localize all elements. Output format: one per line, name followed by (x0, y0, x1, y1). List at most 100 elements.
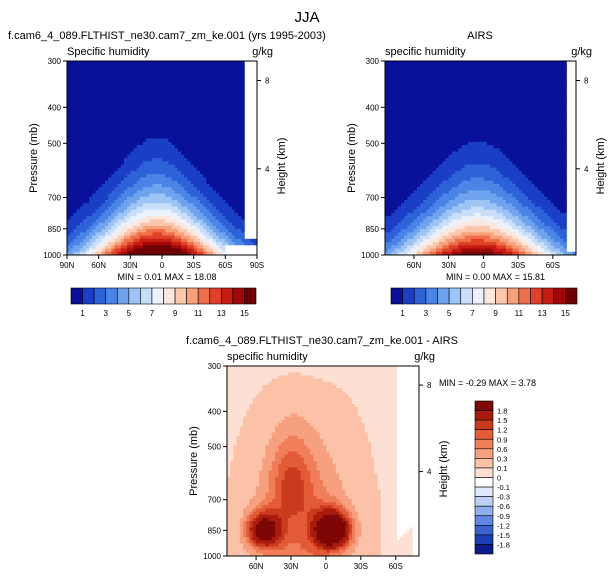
y-tick-label: 500 (48, 139, 62, 148)
colorbar-swatch (390, 287, 403, 305)
colorbar-swatch (472, 287, 485, 305)
colorbar-tick-label: -0.3 (497, 493, 510, 502)
colorbar-tick-label: 5 (127, 309, 132, 318)
colorbar-swatch (474, 438, 494, 450)
colorbar-tick-label: 1 (80, 309, 85, 318)
colorbar-swatch (474, 505, 494, 517)
colorbar-swatch (565, 287, 578, 305)
y-axis-title-right: Height (km) (438, 441, 450, 498)
x-tick-label: 60S (546, 261, 560, 270)
height-tick-label: 4 (584, 165, 589, 174)
y-tick-label: 700 (208, 496, 222, 505)
x-tick-label: 90N (60, 261, 75, 270)
colorbar-tick-label: 15 (240, 309, 249, 318)
colorbar-swatch (474, 486, 494, 497)
y-tick-label: 300 (48, 57, 62, 66)
panel-3: f.cam6_4_089.FLTHIST_ne30.cam7_zm_ke.001… (186, 335, 536, 571)
colorbar-swatch (474, 410, 494, 421)
units-label: g/kg (571, 46, 592, 58)
page-title: JJA (294, 9, 319, 26)
colorbar-tick-label: 9 (173, 309, 178, 318)
colorbar-tick-label: 15 (561, 309, 570, 318)
colorbar-tick-label: 0.1 (497, 464, 507, 473)
colorbar-swatch (460, 287, 473, 305)
colorbar-swatch (474, 525, 494, 536)
colorbar-tick-label: 11 (194, 309, 203, 318)
colorbar: 1.81.51.20.90.60.30.10-0.1-0.3-0.6-0.9-1… (474, 400, 510, 555)
colorbar-swatch (474, 429, 494, 440)
colorbar-swatch (244, 287, 257, 305)
y-tick-label: 400 (48, 103, 62, 112)
colorbar-swatch (495, 287, 508, 305)
colorbar-tick-label: 13 (217, 309, 226, 318)
x-tick-label: 30N (284, 562, 299, 571)
colorbar-swatch (448, 287, 462, 305)
colorbar-tick-label: 0.6 (497, 445, 507, 454)
x-tick-label: 60S (218, 261, 232, 270)
y-tick-label: 300 (208, 362, 222, 371)
y-tick-label: 1000 (43, 251, 61, 260)
colorbar-swatch (474, 544, 494, 555)
x-tick-label: 30S (187, 261, 201, 270)
y-tick-label: 500 (208, 443, 222, 452)
stats-text: MIN = 0.00 MAX = 15.81 (446, 272, 545, 282)
colorbar-swatch (232, 287, 245, 305)
field-label: specific humidity (385, 46, 466, 58)
field-label: specific humidity (227, 351, 308, 363)
x-tick-label: 30S (511, 261, 525, 270)
colorbar-swatch (197, 287, 211, 305)
y-tick-label: 500 (366, 139, 380, 148)
colorbar-tick-label: -0.6 (497, 502, 510, 511)
x-tick-label: 30N (441, 261, 456, 270)
colorbar-tick-label: -1.8 (497, 540, 510, 549)
plot-frame (226, 365, 420, 557)
y-axis-title-right: Height (km) (595, 138, 607, 195)
colorbar-tick-label: 7 (470, 309, 475, 318)
heat-field (67, 61, 258, 256)
x-tick-label: 60S (389, 562, 403, 571)
y-tick-label: 850 (208, 526, 222, 535)
colorbar-swatch (402, 287, 415, 305)
colorbar-swatch (174, 287, 187, 305)
colorbar-tick-label: 0 (497, 474, 501, 483)
stats-text: MIN = -0.29 MAX = 3.78 (439, 378, 536, 388)
panel-1: f.cam6_4_089.FLTHIST_ne30.cam7_zm_ke.001… (8, 30, 326, 318)
colorbar-swatch (518, 287, 531, 305)
colorbar-swatch (116, 287, 130, 305)
height-tick-label: 4 (265, 165, 270, 174)
x-tick-label: 60N (91, 261, 106, 270)
height-tick-label: 8 (584, 76, 589, 85)
colorbar-tick-label: -1.2 (497, 521, 510, 530)
y-axis-title: Pressure (mb) (28, 123, 40, 193)
panel-title: f.cam6_4_089.FLTHIST_ne30.cam7_zm_ke.001… (186, 335, 458, 347)
colorbar-tick-label: 9 (493, 309, 498, 318)
colorbar-swatch (541, 287, 555, 305)
colorbar-tick-label: -0.9 (497, 512, 510, 521)
colorbar-tick-label: -1.5 (497, 531, 510, 540)
colorbar-swatch (82, 287, 95, 305)
colorbar-swatch (553, 287, 566, 305)
colorbar-swatch (413, 287, 427, 305)
colorbar-swatch (483, 287, 496, 305)
height-tick-label: 4 (427, 468, 432, 477)
y-axis-title: Pressure (mb) (188, 426, 200, 496)
colorbar-swatch (474, 448, 494, 459)
colorbar-swatch (474, 458, 494, 469)
y-tick-label: 400 (366, 103, 380, 112)
colorbar-swatch (70, 287, 83, 305)
y-tick-label: 700 (48, 194, 62, 203)
colorbar-tick-label: 1.5 (497, 416, 507, 425)
colorbar-tick-label: 0.9 (497, 435, 507, 444)
colorbar-swatch (474, 515, 494, 526)
y-axis-title: Pressure (mb) (346, 123, 358, 193)
colorbar-tick-label: 1.2 (497, 426, 507, 435)
colorbar-swatch (163, 287, 176, 305)
heat-field (385, 61, 577, 256)
colorbar-tick-label: -0.1 (497, 483, 510, 492)
colorbar-swatch (506, 287, 520, 305)
colorbar: 1 3 5 7 9 11 13 15 (390, 287, 578, 318)
x-tick-label: 0 (160, 261, 165, 270)
x-tick-label: 30S (354, 562, 368, 571)
colorbar-swatch (151, 287, 164, 305)
